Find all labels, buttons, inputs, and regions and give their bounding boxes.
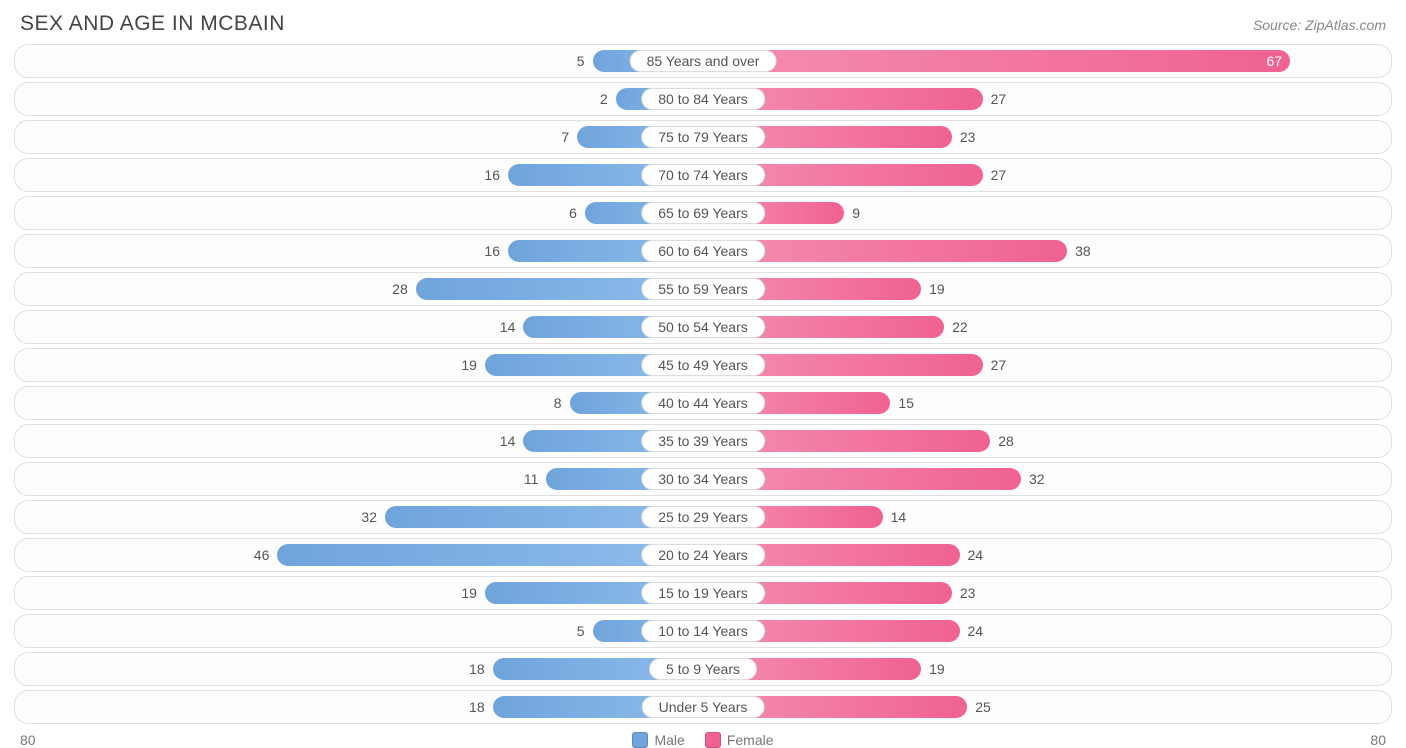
female-value: 32 bbox=[1021, 471, 1045, 487]
age-row: 19 23 15 to 19 Years bbox=[14, 576, 1392, 610]
female-value: 27 bbox=[983, 167, 1007, 183]
male-value: 6 bbox=[569, 205, 585, 221]
legend: Male Female bbox=[632, 732, 773, 748]
male-value: 14 bbox=[500, 319, 524, 335]
female-value: 28 bbox=[990, 433, 1014, 449]
male-value: 18 bbox=[469, 699, 493, 715]
male-value: 19 bbox=[461, 585, 485, 601]
age-row: 5 67 85 Years and over bbox=[14, 44, 1392, 78]
legend-female-label: Female bbox=[727, 732, 774, 748]
category-pill: 60 to 64 Years bbox=[641, 240, 765, 262]
category-pill: 20 to 24 Years bbox=[641, 544, 765, 566]
category-pill: 10 to 14 Years bbox=[641, 620, 765, 642]
female-value: 24 bbox=[960, 547, 984, 563]
female-value: 25 bbox=[967, 699, 991, 715]
female-value: 27 bbox=[983, 357, 1007, 373]
age-row: 14 28 35 to 39 Years bbox=[14, 424, 1392, 458]
female-value: 22 bbox=[944, 319, 968, 335]
legend-female-swatch bbox=[705, 732, 721, 748]
age-row: 2 27 80 to 84 Years bbox=[14, 82, 1392, 116]
male-value: 8 bbox=[554, 395, 570, 411]
female-value: 14 bbox=[883, 509, 907, 525]
age-row: 18 19 5 to 9 Years bbox=[14, 652, 1392, 686]
category-pill: 5 to 9 Years bbox=[649, 658, 757, 680]
legend-male-label: Male bbox=[654, 732, 684, 748]
category-pill: 55 to 59 Years bbox=[641, 278, 765, 300]
category-pill: 15 to 19 Years bbox=[641, 582, 765, 604]
axis-max-left: 80 bbox=[20, 732, 36, 748]
age-row: 14 22 50 to 54 Years bbox=[14, 310, 1392, 344]
category-pill: 75 to 79 Years bbox=[641, 126, 765, 148]
chart-title: SEX AND AGE IN MCBAIN bbox=[20, 12, 285, 36]
female-value: 23 bbox=[952, 129, 976, 145]
age-row: 28 19 55 to 59 Years bbox=[14, 272, 1392, 306]
male-bar: 46 bbox=[277, 544, 703, 566]
female-value: 38 bbox=[1067, 243, 1091, 259]
category-pill: 85 Years and over bbox=[630, 50, 777, 72]
category-pill: 40 to 44 Years bbox=[641, 392, 765, 414]
male-value: 11 bbox=[524, 471, 547, 487]
female-value: 19 bbox=[921, 661, 945, 677]
male-value: 19 bbox=[461, 357, 485, 373]
age-row: 18 25 Under 5 Years bbox=[14, 690, 1392, 724]
female-value: 24 bbox=[960, 623, 984, 639]
category-pill: 30 to 34 Years bbox=[641, 468, 765, 490]
category-pill: 45 to 49 Years bbox=[641, 354, 765, 376]
category-pill: 25 to 29 Years bbox=[641, 506, 765, 528]
female-bar: 67 bbox=[703, 50, 1290, 72]
category-pill: 80 to 84 Years bbox=[641, 88, 765, 110]
female-value: 15 bbox=[890, 395, 914, 411]
male-value: 32 bbox=[361, 509, 385, 525]
female-value: 19 bbox=[921, 281, 945, 297]
female-value: 23 bbox=[952, 585, 976, 601]
chart-source: Source: ZipAtlas.com bbox=[1253, 17, 1386, 33]
male-value: 5 bbox=[577, 53, 593, 69]
age-row: 8 15 40 to 44 Years bbox=[14, 386, 1392, 420]
category-pill: 50 to 54 Years bbox=[641, 316, 765, 338]
male-value: 14 bbox=[500, 433, 524, 449]
female-value: 67 bbox=[1266, 53, 1282, 69]
axis-max-right: 80 bbox=[1370, 732, 1386, 748]
age-row: 7 23 75 to 79 Years bbox=[14, 120, 1392, 154]
age-row: 16 38 60 to 64 Years bbox=[14, 234, 1392, 268]
age-row: 46 24 20 to 24 Years bbox=[14, 538, 1392, 572]
age-row: 16 27 70 to 74 Years bbox=[14, 158, 1392, 192]
age-row: 19 27 45 to 49 Years bbox=[14, 348, 1392, 382]
age-row: 6 9 65 to 69 Years bbox=[14, 196, 1392, 230]
male-value: 7 bbox=[561, 129, 577, 145]
male-value: 28 bbox=[392, 281, 416, 297]
chart-area: 5 67 85 Years and over 2 27 80 to 84 Years 7 23… bbox=[0, 44, 1406, 724]
legend-male-swatch bbox=[632, 732, 648, 748]
male-value: 16 bbox=[484, 243, 508, 259]
male-value: 16 bbox=[484, 167, 508, 183]
age-row: 11 32 30 to 34 Years bbox=[14, 462, 1392, 496]
male-value: 5 bbox=[577, 623, 593, 639]
male-value: 2 bbox=[600, 91, 616, 107]
category-pill: Under 5 Years bbox=[642, 696, 765, 718]
age-row: 32 14 25 to 29 Years bbox=[14, 500, 1392, 534]
category-pill: 35 to 39 Years bbox=[641, 430, 765, 452]
category-pill: 70 to 74 Years bbox=[641, 164, 765, 186]
age-row: 5 24 10 to 14 Years bbox=[14, 614, 1392, 648]
legend-female: Female bbox=[705, 732, 774, 748]
category-pill: 65 to 69 Years bbox=[641, 202, 765, 224]
female-value: 27 bbox=[983, 91, 1007, 107]
male-value: 18 bbox=[469, 661, 493, 677]
legend-male: Male bbox=[632, 732, 684, 748]
female-value: 9 bbox=[844, 205, 860, 221]
male-value: 46 bbox=[254, 547, 278, 563]
